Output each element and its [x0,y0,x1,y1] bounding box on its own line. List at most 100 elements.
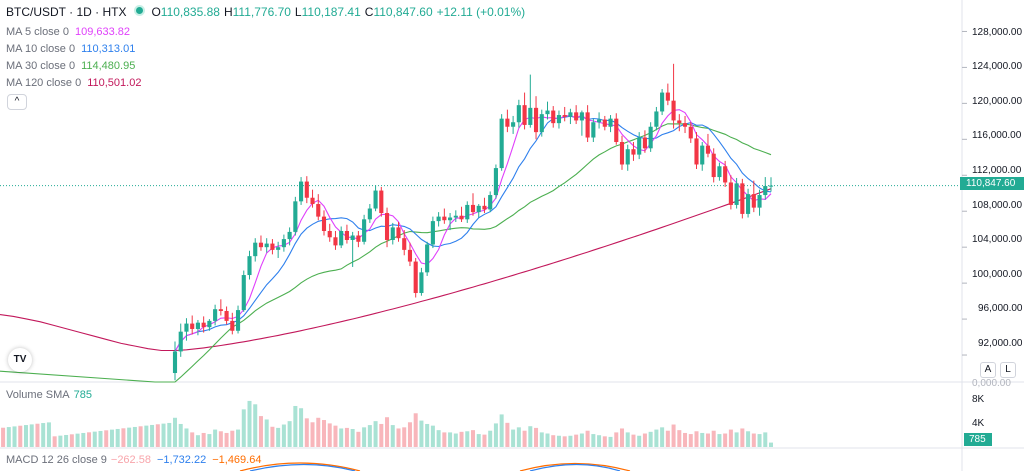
volume-bar [528,426,533,447]
candle-body [235,310,241,331]
candle-body [493,168,498,196]
macd-signal-value: −1,469.64 [212,454,262,466]
ma5-line [174,109,772,352]
volume-bar [373,421,378,447]
candle-body [384,213,390,240]
volume-bar-history [132,426,137,447]
candle-body [367,208,372,220]
indicator-ma10[interactable]: MA 10 close 0 110,313.01 [6,42,135,56]
low-value: 110,187.41 [301,5,361,19]
volume-bar-history [155,424,160,447]
volume-layer [1,400,774,447]
candle-body [453,215,458,218]
log-scale-button[interactable]: L [1000,362,1016,378]
candle-body [247,256,252,276]
volume-bar [677,430,682,447]
volume-bar [270,426,275,447]
indicator-value: 114,480.95 [81,60,136,72]
volume-bar [396,428,401,447]
volume-bar [614,432,619,447]
candle-body [356,235,361,242]
tradingview-logo-icon[interactable]: TV [8,348,32,372]
volume-axis-label: 4K [972,418,985,429]
volume-axis-partial-label: 0,000.00 [972,378,1011,389]
candle-body [281,239,286,248]
candle-body [373,190,378,209]
volume-bar [218,431,223,447]
volume-bar-history [6,427,11,447]
candle-body [339,230,344,246]
candle-body [178,331,183,352]
volume-bar [207,434,212,447]
volume-bar [499,414,504,447]
volume-bar [304,418,309,447]
symbol-title[interactable]: BTC/USDT · 1D · HTX [6,5,127,19]
volume-bar [637,435,642,447]
candle-body [362,219,367,242]
volume-bar [534,427,539,447]
indicator-ma30[interactable]: MA 30 close 0 114,480.95 [6,59,135,73]
volume-bar-history [98,430,103,447]
volume-bar [344,427,349,447]
volume-bar [522,430,527,447]
volume-bar-history [52,436,57,447]
volume-bar-history [150,424,155,447]
volume-bar [740,428,745,447]
volume-bar [241,409,246,447]
volume-bar [379,423,384,447]
macd-line-curve [529,463,621,471]
current-price-badge: 110,847.60 [960,177,1024,190]
volume-bar [362,427,367,447]
candle-body [746,194,751,214]
candle-body [574,112,579,121]
volume-bar [757,434,762,447]
market-status-icon [134,5,146,16]
volume-bar [459,431,464,447]
candle-body [768,185,774,187]
indicator-ma5[interactable]: MA 5 close 0 109,633.82 [6,25,130,39]
volume-bar [442,432,447,447]
candle-body [470,204,476,213]
candle-body [728,182,733,205]
candle-body [665,92,670,101]
volume-bar-history [23,425,29,447]
volume-bar [619,428,625,447]
candle-body [195,322,200,329]
candle-body [230,320,235,331]
volume-axis-label: 8K [972,394,985,405]
volume-bar [728,429,733,447]
volume-bar [350,429,355,447]
volume-bar [539,432,544,447]
indicator-ma120[interactable]: MA 120 close 0 110,501.02 [6,76,141,90]
candle-body [511,122,516,127]
auto-scale-button[interactable]: A [980,362,996,378]
volume-bar-history [104,430,109,447]
volume-bar [448,432,453,447]
macd-legend[interactable]: MACD 12 26 close 9 −262.58 −1,732.22 −1,469… [6,453,261,467]
volume-bar-history [58,435,63,447]
candle-body [270,243,275,250]
candle-body [430,221,435,245]
macd-histogram-value: −262.58 [110,454,151,466]
volume-bar [299,408,304,447]
candle-body [597,119,602,123]
macd-layer [239,462,631,471]
candle-body [465,204,470,220]
price-axis-label: 96,000.00 [978,303,1023,314]
collapse-legend-button[interactable]: ^ [7,94,27,110]
volume-bar-history [64,434,69,447]
candle-body [717,166,722,178]
volume-bar-history [92,431,97,447]
volume-bar [642,433,647,447]
candle-body [648,126,653,149]
volume-bar [574,434,579,447]
volume-bar [654,429,659,447]
volume-bar [178,423,183,447]
candle-body [711,153,716,178]
candle-body [396,227,401,239]
candle-body [436,216,441,222]
ma30-line [0,123,772,383]
volume-legend[interactable]: Volume SMA 785 [6,388,92,402]
candle-body [528,107,533,125]
